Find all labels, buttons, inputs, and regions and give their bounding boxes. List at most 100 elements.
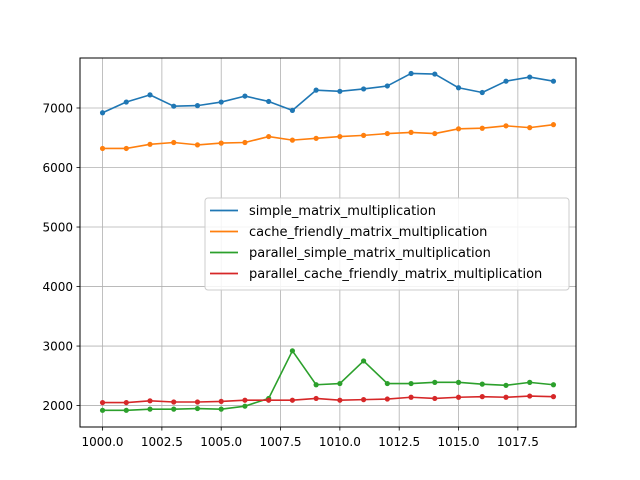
data-point xyxy=(171,406,177,412)
data-point xyxy=(218,99,224,105)
data-point xyxy=(194,405,201,412)
data-point xyxy=(550,382,557,388)
series-0 xyxy=(99,70,557,116)
data-point xyxy=(455,85,462,91)
data-point xyxy=(384,130,390,137)
data-point xyxy=(432,379,438,385)
data-point xyxy=(289,348,296,354)
data-point xyxy=(194,142,201,148)
data-point xyxy=(337,133,343,140)
data-point xyxy=(242,397,248,403)
data-point xyxy=(527,393,533,399)
data-point xyxy=(479,381,485,387)
data-point xyxy=(242,403,248,409)
x-tick-label: 1000.0 xyxy=(82,435,124,449)
data-point xyxy=(289,107,296,113)
data-point xyxy=(384,83,390,89)
plot-frame xyxy=(79,57,577,428)
data-point xyxy=(503,394,509,400)
y-tick-label: 4000 xyxy=(42,280,73,294)
data-point xyxy=(479,89,485,96)
data-point xyxy=(313,382,319,388)
data-point xyxy=(194,103,201,109)
data-point xyxy=(242,139,248,146)
data-point xyxy=(266,98,272,105)
data-point xyxy=(289,137,296,143)
series-line xyxy=(102,123,554,150)
data-point xyxy=(360,397,367,403)
data-point xyxy=(503,78,509,84)
data-point xyxy=(99,407,106,413)
data-point xyxy=(337,380,343,387)
series-line xyxy=(102,350,554,412)
data-point xyxy=(99,399,106,406)
data-point xyxy=(408,129,414,135)
data-point xyxy=(432,130,438,137)
data-point xyxy=(147,398,153,404)
data-point xyxy=(123,99,129,105)
data-point xyxy=(550,394,557,400)
legend-entry-label: parallel_cache_friendly_matrix_multiplic… xyxy=(249,267,542,282)
data-point xyxy=(527,125,533,131)
legend-entry-label: cache_friendly_matrix_multiplication xyxy=(249,225,487,240)
data-point xyxy=(527,74,533,80)
data-point xyxy=(337,397,343,403)
data-point xyxy=(432,395,438,402)
data-point xyxy=(408,394,414,400)
x-tick-label: 1012.5 xyxy=(378,435,420,449)
data-point xyxy=(360,86,367,92)
data-point xyxy=(479,125,485,131)
data-point xyxy=(171,139,177,146)
data-point xyxy=(503,382,509,388)
data-point xyxy=(527,379,533,385)
y-tick-label: 2000 xyxy=(42,399,73,413)
data-point xyxy=(147,92,153,98)
legend-entry-label: parallel_simple_matrix_multiplication xyxy=(249,246,491,261)
data-point xyxy=(147,406,153,412)
x-tick-label: 1007.5 xyxy=(260,435,302,449)
x-tick-label: 1015.0 xyxy=(438,435,480,449)
data-point xyxy=(266,397,272,403)
data-point xyxy=(408,70,414,77)
data-point xyxy=(384,396,390,402)
data-point xyxy=(218,406,224,412)
data-point xyxy=(337,88,343,94)
data-point xyxy=(313,87,319,93)
data-point xyxy=(218,140,224,146)
data-point xyxy=(99,110,106,116)
x-tick-label: 1002.5 xyxy=(141,435,183,449)
data-point xyxy=(408,380,414,387)
data-point xyxy=(503,123,509,129)
x-tick-label: 1010.0 xyxy=(319,435,361,449)
series-2 xyxy=(99,348,557,413)
series-line xyxy=(102,395,554,404)
data-point xyxy=(455,126,462,132)
data-point xyxy=(313,395,319,402)
data-point xyxy=(479,394,485,400)
y-tick-label: 3000 xyxy=(42,340,73,354)
y-tick-label: 6000 xyxy=(42,161,73,175)
data-point xyxy=(313,135,319,141)
data-point xyxy=(123,399,129,406)
series-3 xyxy=(99,393,557,406)
data-point xyxy=(218,398,224,405)
data-point xyxy=(171,399,177,405)
data-point xyxy=(455,394,462,400)
data-point xyxy=(360,132,367,138)
data-point xyxy=(147,141,153,147)
y-tick-label: 7000 xyxy=(42,101,73,115)
legend-frame xyxy=(204,197,570,291)
axis-ticks: 1000.0 1002.5 1005.0 1007.5 1010.0 1012.5 1015… xyxy=(42,101,538,449)
series-line xyxy=(102,72,554,114)
legend-entry-label: simple_matrix_multiplication xyxy=(249,204,436,219)
data-point xyxy=(289,397,296,403)
data-point xyxy=(171,103,177,109)
data-point xyxy=(550,78,557,84)
x-tick-label: 1005.0 xyxy=(200,435,242,449)
data-point xyxy=(360,358,367,364)
data-point xyxy=(266,133,272,140)
data-point xyxy=(123,407,129,413)
data-point xyxy=(242,93,248,99)
data-point xyxy=(123,145,129,152)
